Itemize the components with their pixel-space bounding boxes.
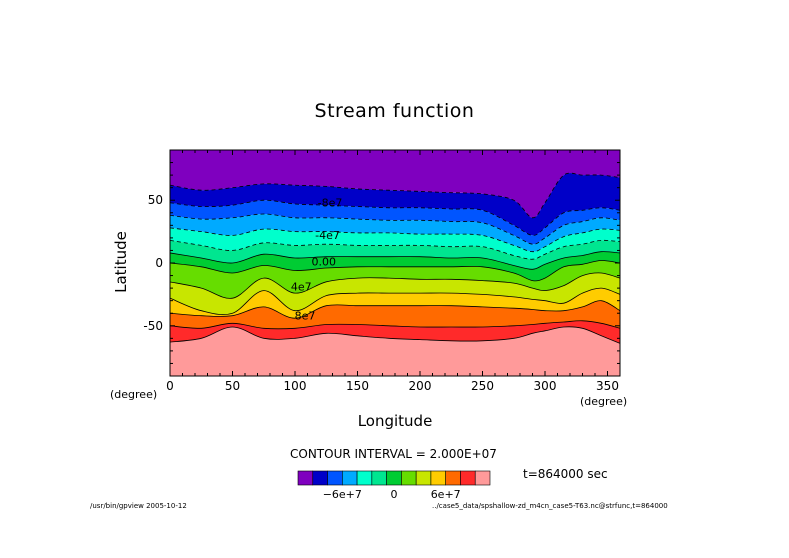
colorbar-swatch	[342, 470, 358, 486]
colorbar-swatch	[312, 470, 328, 486]
contour-label: 8e7	[295, 310, 316, 323]
contour-label: 0.00	[312, 256, 337, 269]
contour-line-9	[169, 300, 621, 319]
colorbar-swatch	[474, 470, 491, 486]
colorbar-swatch	[297, 470, 314, 486]
colorbar-swatch	[401, 470, 417, 486]
contour-line-10	[169, 320, 621, 330]
contour-band-5	[170, 240, 620, 270]
x-axis-unit: (degree)	[580, 395, 628, 408]
x-axis-label: Longitude	[357, 412, 433, 430]
x-tick-label: 350	[596, 379, 619, 393]
y-axis-unit: (degree)	[110, 388, 158, 401]
colorbar-swatch	[445, 470, 461, 486]
contour-line-6	[169, 260, 621, 282]
contour-line-1	[169, 199, 621, 236]
chart-title: Stream function	[314, 100, 475, 122]
y-tick-label: 50	[148, 193, 163, 207]
contour-band-0	[170, 150, 620, 218]
colorbar-tick-label: 0	[391, 488, 398, 501]
footer-file-path: ../case5_data/spshallow-zd_m4cn_case5-T6…	[432, 502, 668, 510]
colorbar-swatch	[371, 470, 387, 486]
contour-line-7	[169, 272, 621, 299]
contour-band-8	[170, 272, 620, 315]
contour-interval-label: CONTOUR INTERVAL = 2.000E+07	[290, 447, 497, 461]
contour-band-1	[170, 173, 620, 236]
time-label: t=864000 sec	[523, 467, 608, 481]
contour-line-11	[169, 326, 621, 344]
colorbar-tick-label: −6e+7	[323, 488, 362, 501]
contour-band-10	[170, 300, 620, 329]
footer-command: /usr/bin/gpview 2005-10-12	[90, 502, 187, 510]
contour-band-6	[170, 251, 620, 281]
x-tick-label: 300	[534, 379, 557, 393]
contour-line-2	[169, 213, 621, 245]
x-tick-label: 50	[225, 379, 240, 393]
colorbar-swatch	[430, 470, 446, 486]
y-axis-label: Latitude	[112, 231, 130, 293]
contour-line-5	[169, 251, 621, 270]
x-tick-label: 150	[346, 379, 369, 393]
colorbar-swatch	[356, 470, 373, 486]
x-tick-label: 0	[166, 379, 174, 393]
contour-line-0	[169, 172, 621, 219]
contour-band-4	[170, 227, 620, 260]
colorbar-swatch	[327, 470, 343, 486]
contour-label: -8e7	[318, 197, 343, 210]
contour-band-9	[170, 288, 620, 319]
contour-band-2	[170, 200, 620, 245]
contour-label: -4e7	[315, 229, 340, 242]
x-tick-label: 250	[471, 379, 494, 393]
colorbar-swatch	[415, 470, 432, 486]
y-tick-label: 0	[155, 256, 163, 270]
colorbar-tick-label: 6e+7	[431, 488, 461, 501]
contour-line-8	[169, 287, 621, 315]
contour-label: 4e7	[291, 281, 312, 294]
colorbar-swatch	[460, 470, 476, 486]
contour-band-7	[170, 260, 620, 299]
y-tick-label: -50	[143, 319, 163, 333]
contour-line-3	[169, 227, 621, 253]
colorbar-swatch	[386, 470, 402, 486]
contour-line-4	[169, 239, 621, 260]
x-tick-label: 200	[409, 379, 432, 393]
x-tick-label: 100	[284, 379, 307, 393]
